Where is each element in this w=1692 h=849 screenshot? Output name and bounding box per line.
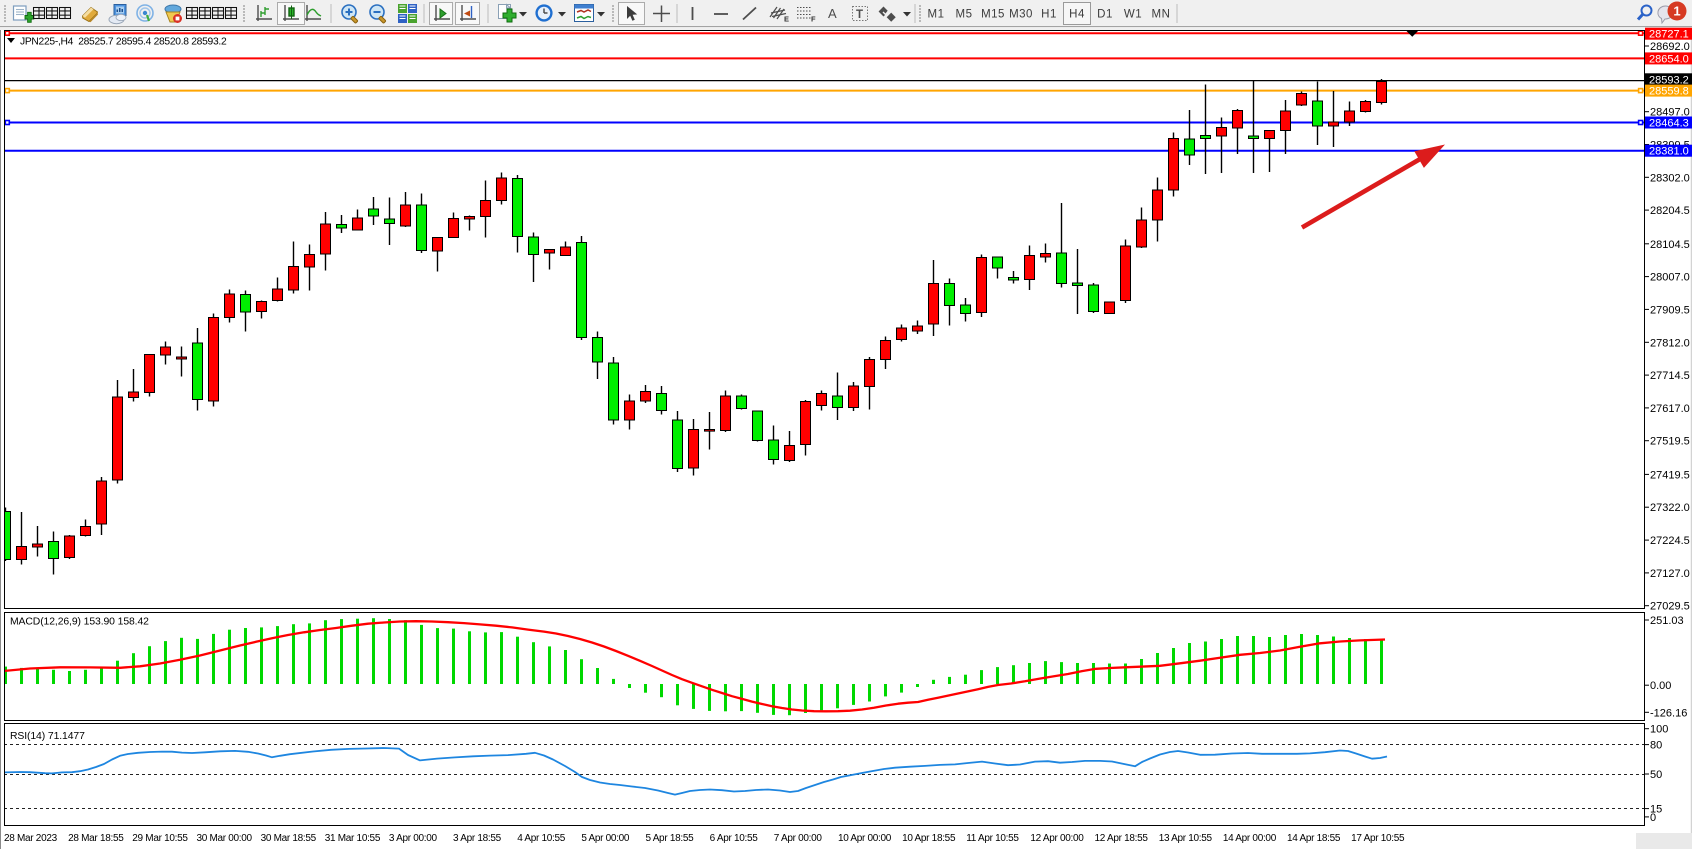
svg-text:28204.5: 28204.5 bbox=[1650, 205, 1690, 217]
svg-text:28381.0: 28381.0 bbox=[1649, 146, 1689, 158]
svg-text:E: E bbox=[784, 15, 789, 24]
svg-text:5 Apr 00:00: 5 Apr 00:00 bbox=[581, 833, 630, 844]
svg-text:RSI(14) 71.1477: RSI(14) 71.1477 bbox=[10, 731, 85, 742]
svg-text:14 Apr 00:00: 14 Apr 00:00 bbox=[1223, 833, 1277, 844]
svg-text:28654.0: 28654.0 bbox=[1649, 53, 1689, 65]
svg-text:27812.0: 27812.0 bbox=[1650, 337, 1690, 349]
svg-text:W1: W1 bbox=[1124, 9, 1142, 21]
svg-text:28559.8: 28559.8 bbox=[1649, 86, 1689, 98]
svg-text:JPN225-,H4 28525.7 28595.4 28: JPN225-,H4 28525.7 28595.4 28520.8 28593… bbox=[20, 36, 227, 47]
svg-text:28464.3: 28464.3 bbox=[1649, 118, 1689, 130]
svg-text:3 Apr 18:55: 3 Apr 18:55 bbox=[453, 833, 502, 844]
svg-text:-126.16: -126.16 bbox=[1650, 707, 1687, 719]
svg-text:28104.5: 28104.5 bbox=[1650, 239, 1690, 251]
svg-text:7 Apr 00:00: 7 Apr 00:00 bbox=[774, 833, 823, 844]
svg-text:251.03: 251.03 bbox=[1650, 615, 1684, 627]
svg-text:28007.0: 28007.0 bbox=[1650, 272, 1690, 284]
svg-text:F: F bbox=[811, 15, 816, 24]
svg-text:M5: M5 bbox=[956, 9, 973, 21]
svg-text:27909.5: 27909.5 bbox=[1650, 304, 1690, 316]
svg-text:14 Apr 18:55: 14 Apr 18:55 bbox=[1287, 833, 1341, 844]
svg-text:D1: D1 bbox=[1097, 9, 1113, 21]
svg-text:M15: M15 bbox=[981, 9, 1005, 21]
svg-text:28497.0: 28497.0 bbox=[1650, 107, 1690, 119]
svg-text:29 Mar 10:55: 29 Mar 10:55 bbox=[132, 833, 188, 844]
svg-text:3 Apr 00:00: 3 Apr 00:00 bbox=[389, 833, 438, 844]
svg-text:M30: M30 bbox=[1009, 9, 1033, 21]
svg-text:27127.0: 27127.0 bbox=[1650, 568, 1690, 580]
svg-text:10 Apr 00:00: 10 Apr 00:00 bbox=[838, 833, 892, 844]
svg-text:H1: H1 bbox=[1041, 9, 1057, 21]
svg-text:28692.0: 28692.0 bbox=[1650, 41, 1690, 53]
svg-text:27714.5: 27714.5 bbox=[1650, 370, 1690, 382]
svg-text:4 Apr 10:55: 4 Apr 10:55 bbox=[517, 833, 566, 844]
svg-text:11 Apr 10:55: 11 Apr 10:55 bbox=[966, 833, 1019, 844]
svg-text:28302.0: 28302.0 bbox=[1650, 172, 1690, 184]
svg-text:0: 0 bbox=[1650, 812, 1656, 824]
svg-text:27029.5: 27029.5 bbox=[1650, 601, 1690, 613]
svg-text:0.00: 0.00 bbox=[1650, 680, 1671, 692]
svg-text:80: 80 bbox=[1650, 740, 1662, 752]
svg-text:M1: M1 bbox=[928, 9, 945, 21]
svg-text:31 Mar 10:55: 31 Mar 10:55 bbox=[325, 833, 381, 844]
svg-text:MACD(12,26,9) 153.90 158.42: MACD(12,26,9) 153.90 158.42 bbox=[10, 616, 149, 627]
svg-text:100: 100 bbox=[1650, 724, 1668, 736]
svg-text:T: T bbox=[856, 9, 863, 21]
svg-text:A: A bbox=[828, 6, 837, 21]
svg-text:15: 15 bbox=[1650, 804, 1662, 816]
svg-text:30 Mar 18:55: 30 Mar 18:55 bbox=[261, 833, 317, 844]
svg-text:27617.0: 27617.0 bbox=[1650, 403, 1690, 415]
svg-text:13 Apr 10:55: 13 Apr 10:55 bbox=[1159, 833, 1213, 844]
svg-text:5 Apr 18:55: 5 Apr 18:55 bbox=[646, 833, 695, 844]
svg-text:30 Mar 00:00: 30 Mar 00:00 bbox=[196, 833, 252, 844]
svg-text:17 Apr 10:55: 17 Apr 10:55 bbox=[1351, 833, 1405, 844]
svg-text:27322.0: 27322.0 bbox=[1650, 502, 1690, 514]
svg-text:27224.5: 27224.5 bbox=[1650, 535, 1690, 547]
svg-text:27519.5: 27519.5 bbox=[1650, 436, 1690, 448]
svg-text:50: 50 bbox=[1650, 769, 1662, 781]
svg-text:28727.1: 28727.1 bbox=[1649, 29, 1689, 41]
svg-text:1: 1 bbox=[1673, 4, 1680, 19]
svg-text:6 Apr 10:55: 6 Apr 10:55 bbox=[710, 833, 759, 844]
svg-text:MN: MN bbox=[1152, 9, 1171, 21]
svg-text:H4: H4 bbox=[1069, 9, 1085, 21]
svg-text:28 Mar 2023: 28 Mar 2023 bbox=[4, 833, 58, 844]
svg-text:28 Mar 18:55: 28 Mar 18:55 bbox=[68, 833, 124, 844]
svg-text:28593.2: 28593.2 bbox=[1649, 74, 1689, 86]
svg-text:27419.5: 27419.5 bbox=[1650, 469, 1690, 481]
svg-text:12 Apr 00:00: 12 Apr 00:00 bbox=[1030, 833, 1084, 844]
svg-text:10 Apr 18:55: 10 Apr 18:55 bbox=[902, 833, 956, 844]
svg-text:12 Apr 18:55: 12 Apr 18:55 bbox=[1095, 833, 1149, 844]
